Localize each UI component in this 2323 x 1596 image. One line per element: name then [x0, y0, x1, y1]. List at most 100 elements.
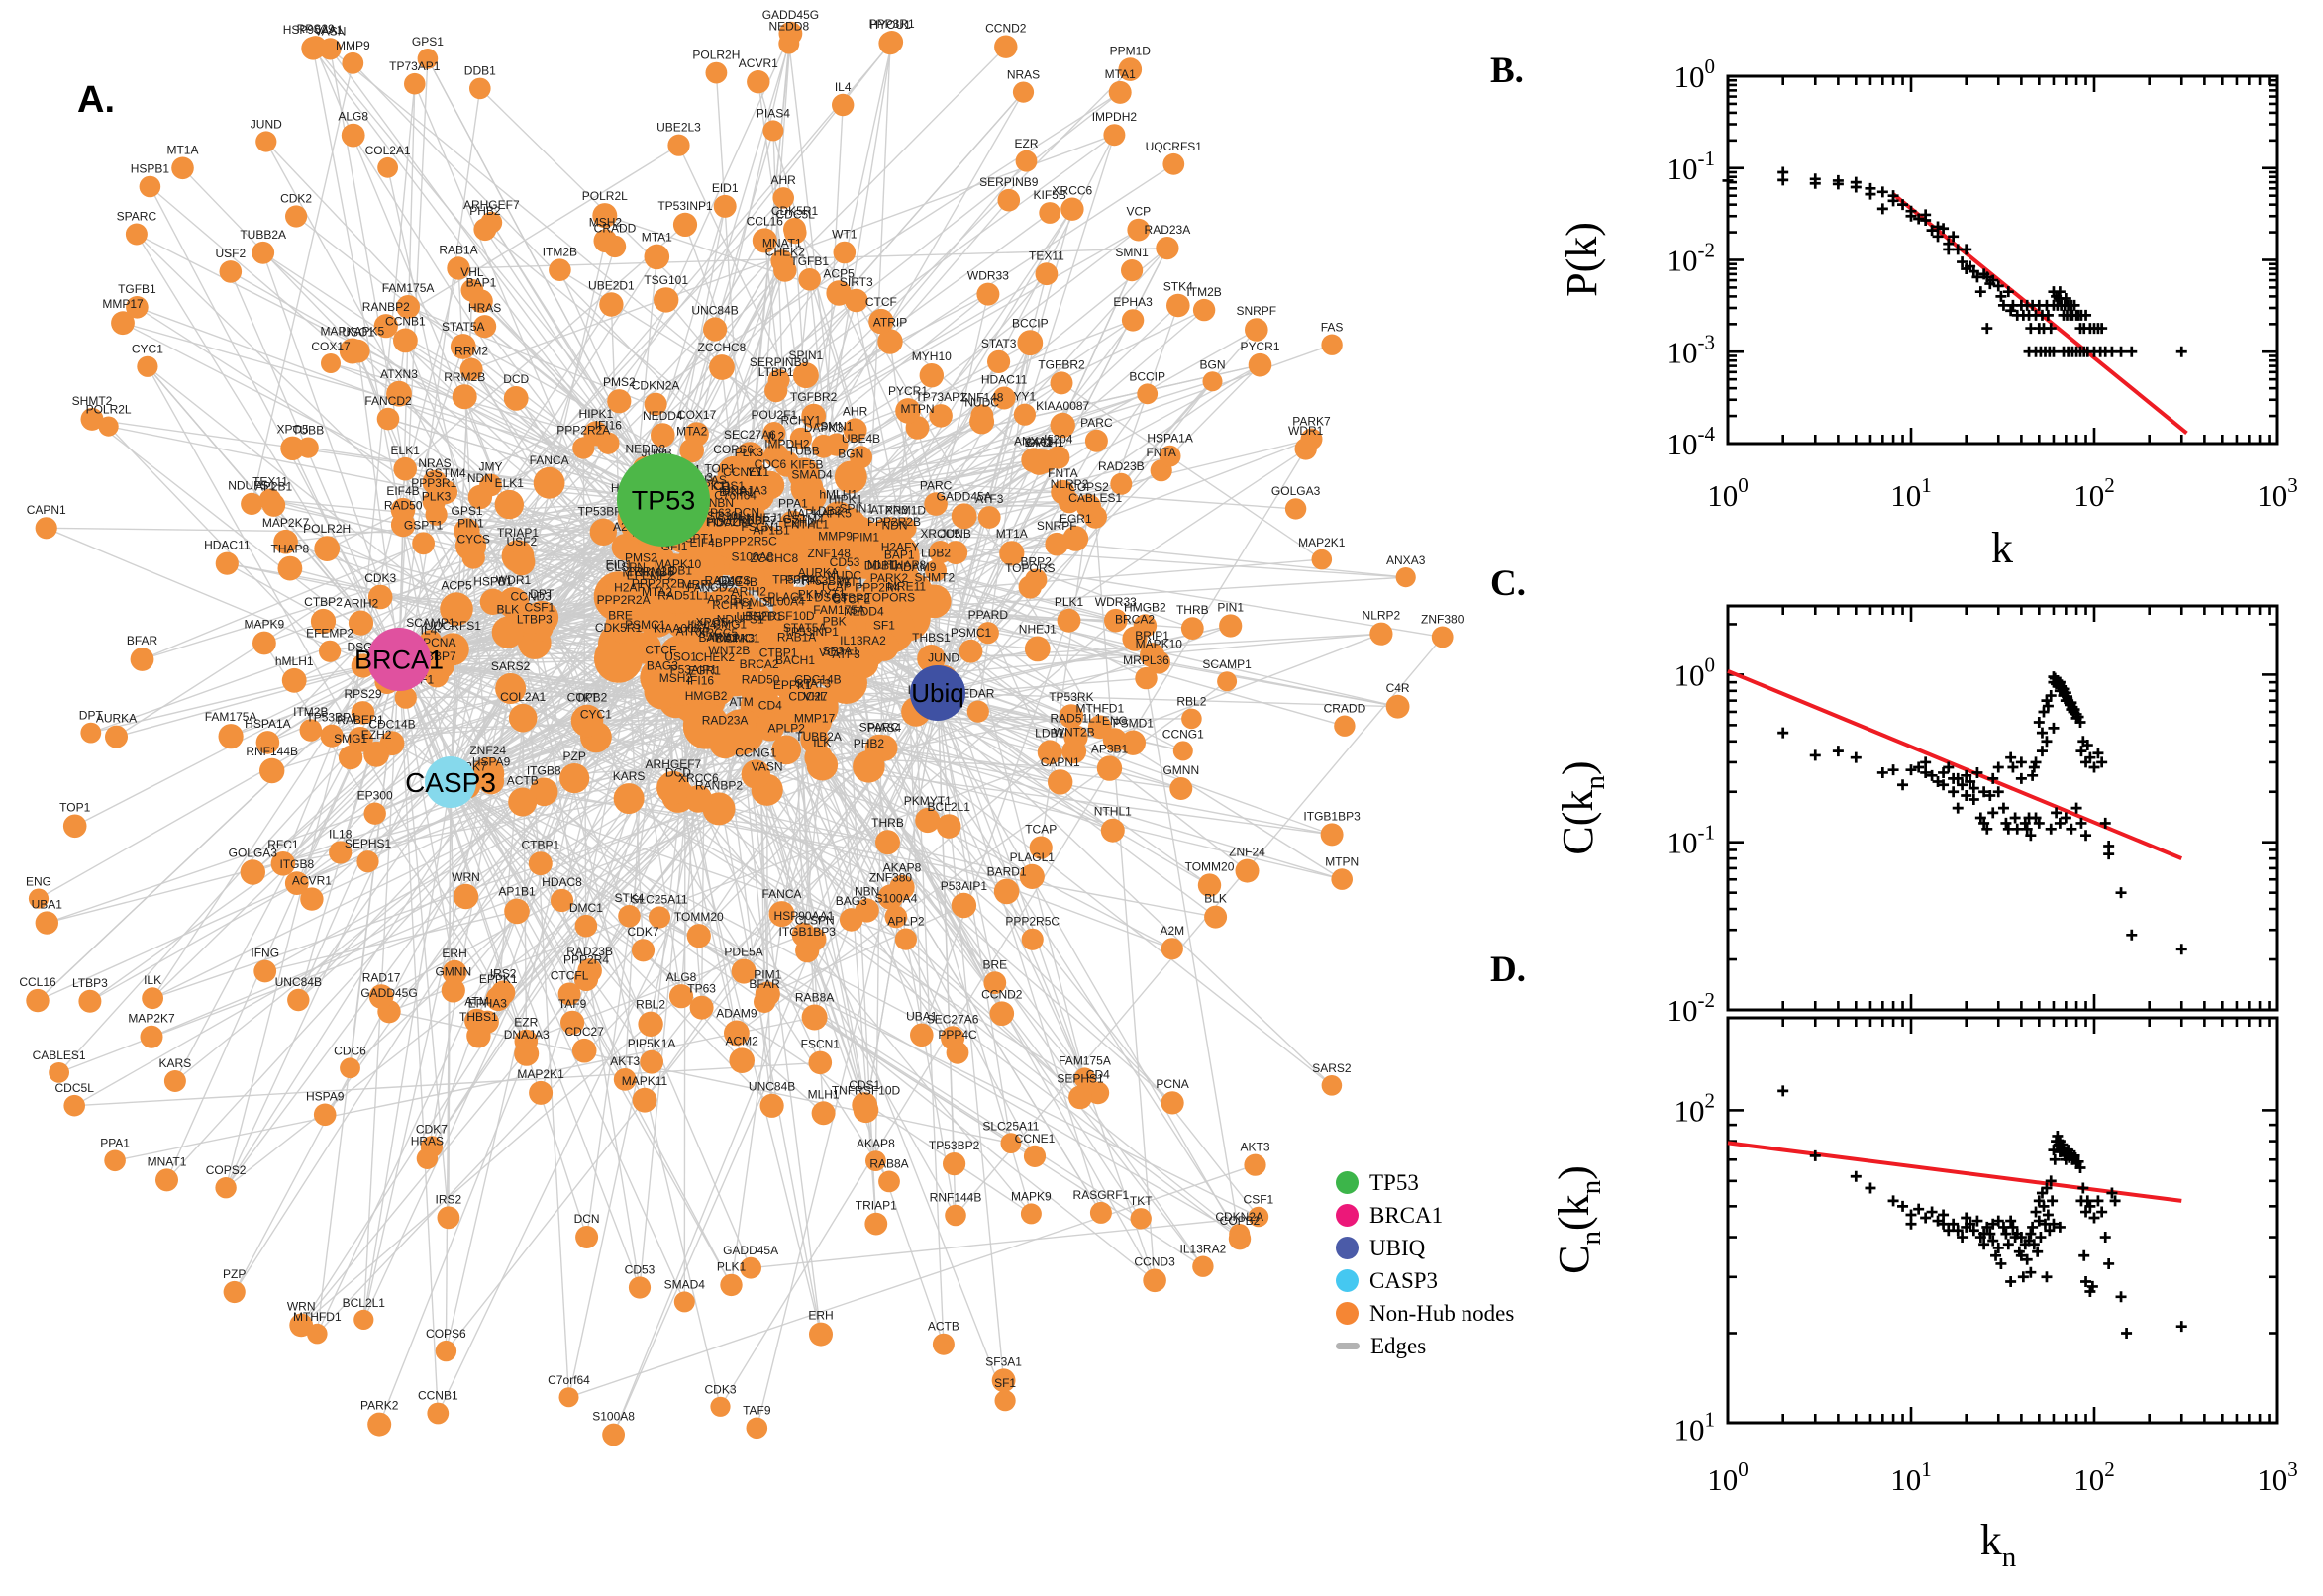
gene-label: RRM2B [634, 564, 675, 578]
data-point [2115, 1291, 2127, 1303]
network-node [1245, 318, 1268, 342]
x-axis-title-d: kn [1980, 1516, 2017, 1573]
network-node [485, 986, 511, 1012]
network-node [717, 455, 750, 488]
data-point [2077, 1182, 2089, 1194]
data-point [2041, 1271, 2053, 1283]
gene-label: GFI1 [1026, 436, 1053, 449]
data-point [1777, 1085, 1789, 1097]
network-node [1197, 873, 1222, 897]
network-node [467, 484, 493, 510]
gene-label: WNT2B [1054, 726, 1095, 740]
gene-label: MAP2K1 [517, 1067, 564, 1081]
gene-label: ACM2 [726, 1034, 759, 1047]
network-node [709, 611, 756, 658]
gene-label: EFEMP2 [627, 568, 674, 582]
gene-label: PARC [1080, 416, 1113, 430]
network-edge [889, 341, 939, 694]
brca1-swatch-icon [1336, 1204, 1359, 1227]
network-node [746, 1417, 768, 1440]
network-edge [490, 780, 1216, 918]
network-node [550, 888, 574, 913]
network-node [1103, 124, 1126, 147]
network-node [62, 814, 87, 839]
network-node [811, 434, 836, 458]
gene-label: ITGB8 [279, 857, 314, 871]
gene-label: RPS29 [344, 687, 381, 701]
gene-label: RAD51L1 [657, 589, 709, 603]
network-node [640, 1049, 663, 1074]
network-node [572, 437, 595, 459]
nonhub-swatch-icon [1336, 1302, 1359, 1325]
gene-label: HMGB2 [1124, 600, 1166, 614]
network-node [1321, 334, 1343, 355]
gene-label: GADD45G [360, 986, 417, 1000]
network-edge [756, 692, 939, 1429]
gene-label: PIM1 [754, 967, 781, 981]
gene-label: UBE2D1 [737, 610, 783, 624]
network-edge [427, 57, 664, 501]
gene-label: MTHFD1 [293, 1310, 342, 1324]
gene-label: HDAC8 [542, 875, 582, 889]
gene-label: A2M [1160, 924, 1184, 938]
network-node [648, 906, 671, 929]
gene-label: NDUFS1 [717, 613, 764, 627]
gene-label: COX17 [311, 340, 351, 353]
gene-label: FANCA [761, 887, 801, 901]
gene-label: ARIH2 [732, 585, 767, 599]
gene-label: TKT [575, 691, 598, 705]
network-edge [108, 426, 452, 783]
gene-label: RBBP7 [738, 513, 777, 527]
network-node [644, 672, 681, 710]
network-node [284, 871, 309, 895]
network-node [778, 21, 803, 46]
data-point [1913, 1203, 1925, 1215]
network-node [63, 1094, 85, 1117]
gene-label: FSCN1 [741, 520, 780, 534]
data-point [2045, 823, 2057, 835]
hub-label-casp3: CASP3 [405, 767, 496, 798]
network-node [993, 878, 1020, 905]
tick-label-10e3: 103 [2257, 1457, 2298, 1497]
network-node [320, 724, 344, 748]
data-point [2036, 746, 2048, 757]
data-point [1952, 802, 1964, 814]
tick-label-10e0: 100 [1674, 652, 1716, 692]
gene-label: VASN [752, 760, 783, 774]
network-edge [586, 720, 897, 918]
gene-label: ARIH2 [344, 597, 379, 611]
gene-label: MLH1 [867, 558, 899, 572]
gene-label: CCNG1 [1162, 727, 1204, 741]
network-node [1024, 636, 1051, 662]
network-edge [719, 449, 1307, 1408]
network-node [404, 72, 426, 95]
gene-label: XRCC6 [1053, 184, 1093, 198]
gene-label: RCHY1 [781, 414, 822, 428]
data-point [2126, 929, 2138, 941]
network-node [560, 1010, 585, 1035]
gene-label: COPS2 [1068, 480, 1109, 494]
network-node [508, 703, 538, 733]
network-node [832, 93, 855, 117]
gene-label: PPP2R2A [556, 423, 610, 437]
network-node [631, 939, 656, 962]
network-node [778, 510, 808, 539]
network-edge [296, 499, 664, 884]
data-point [2005, 751, 2017, 763]
gene-label: GPS1 [412, 35, 444, 49]
network-node [367, 584, 393, 610]
network-node [668, 984, 694, 1009]
network-node [342, 51, 364, 74]
network-node [684, 785, 713, 813]
network-node [313, 1103, 337, 1127]
data-point [1850, 1170, 1862, 1182]
gene-label: ATRIP [873, 315, 907, 329]
gene-label: TP63 [687, 982, 716, 996]
gene-label: AURKA [96, 712, 137, 726]
legend-item-nonhub: Non-Hub nodes [1336, 1297, 1514, 1330]
gene-label: TKT [1130, 1194, 1153, 1208]
network-node [705, 61, 728, 84]
gene-label: ZNF24 [469, 744, 506, 757]
gene-label: CLSPN [795, 914, 835, 928]
network-node [219, 260, 243, 283]
